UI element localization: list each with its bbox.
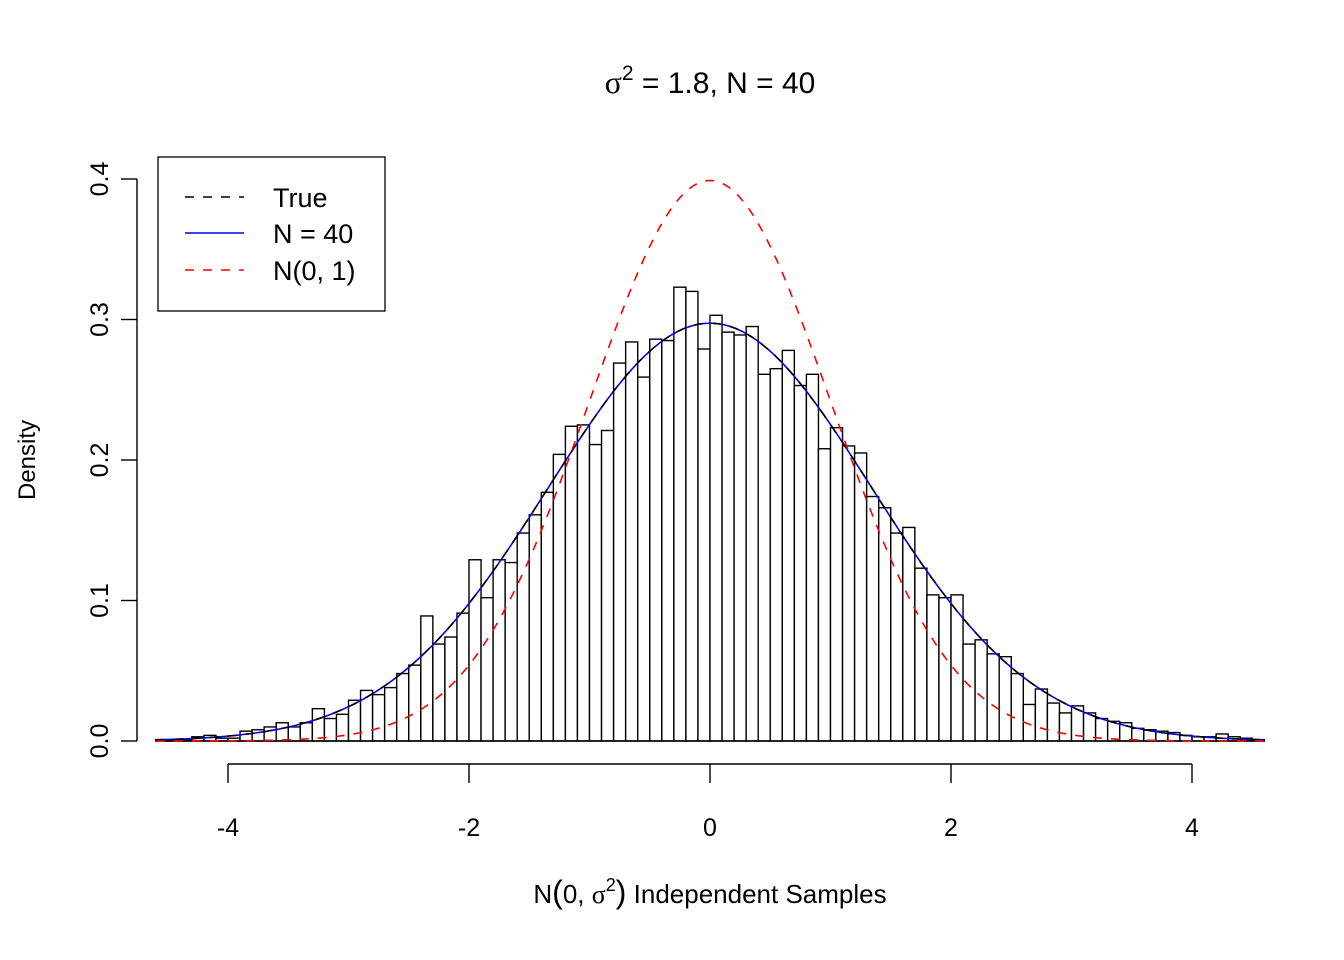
histogram-bar [962, 643, 976, 742]
density-curves [155, 179, 1265, 742]
histogram-bar [492, 559, 506, 742]
histogram-bar [841, 445, 856, 742]
histogram-bar [769, 367, 784, 742]
legend-label-n01: N(0, 1) [273, 256, 356, 286]
histogram-bar [974, 639, 988, 742]
histogram-bar [649, 338, 663, 742]
histogram-bar [721, 331, 735, 742]
histogram-bar [986, 653, 1000, 742]
y-tick-label: 0.1 [86, 583, 114, 618]
histogram-bar [793, 384, 808, 742]
histogram-bar [287, 726, 302, 742]
y-axis-label: Density [14, 420, 41, 500]
x-tick-label: 0 [703, 814, 717, 842]
x-tick-label: 2 [944, 814, 958, 842]
histogram-bar [829, 426, 844, 742]
histogram-bar [540, 491, 555, 742]
y-tick-label: 0.4 [86, 162, 114, 197]
histogram-bar [612, 362, 627, 742]
histogram-bar [685, 290, 699, 742]
histogram-bar [757, 373, 771, 742]
histogram-bar [709, 314, 723, 742]
histogram-bar [1034, 688, 1049, 742]
histogram-bar [624, 341, 639, 742]
x-axis-label: N(0, σ2) Independent Samples [533, 874, 886, 910]
legend-box [157, 156, 386, 312]
histogram-bar [661, 339, 675, 742]
histogram-bar [444, 636, 458, 742]
chart-title: σ2 = 1.8, N = 40 [605, 62, 816, 100]
legend-label-true: True [273, 183, 328, 213]
histogram-bar [383, 686, 398, 742]
histogram-bar [926, 594, 940, 742]
histogram-bar [745, 325, 759, 742]
histogram-bar [239, 730, 253, 742]
histogram-bar [396, 672, 410, 742]
curve-n-0-1 [155, 179, 1265, 742]
histogram-bar [914, 567, 928, 742]
legend: True N = 40 N(0, 1) [157, 156, 386, 312]
histogram-bar [456, 612, 470, 742]
histogram-bar [420, 615, 434, 742]
histogram-bar [504, 561, 518, 742]
histogram-bar [1058, 712, 1073, 742]
histogram-bar [408, 664, 422, 742]
histogram-bar [263, 726, 277, 742]
histogram-bar [805, 373, 820, 742]
title-sigma: σ [605, 64, 622, 100]
y-tick-label: 0.3 [86, 302, 114, 337]
histogram-bar [600, 429, 615, 742]
histogram-bar [733, 334, 747, 742]
curve-true [155, 322, 1265, 741]
histogram-bar [564, 425, 579, 742]
x-tick-label: -2 [458, 814, 480, 842]
histogram-bar [275, 722, 289, 742]
histogram-bar [865, 495, 880, 742]
histogram-bars [154, 286, 1266, 742]
histogram-bar [432, 643, 446, 742]
histogram-bar [637, 376, 651, 742]
histogram-bar [998, 656, 1012, 742]
title-superscript: 2 [622, 62, 634, 85]
histogram-bar [468, 559, 482, 742]
histogram-bar [878, 507, 892, 742]
histogram-bar [588, 443, 603, 742]
histogram-bar [697, 348, 711, 742]
histogram-bar [1046, 702, 1061, 742]
legend-label-n40: N = 40 [273, 219, 353, 249]
y-tick-label: 0.2 [86, 443, 114, 478]
histogram-bar [528, 514, 543, 742]
histogram-bar [673, 286, 687, 742]
histogram-bar [371, 693, 386, 742]
x-axis: -4 -2 0 2 4 [217, 763, 1199, 842]
histogram-bar [480, 596, 494, 742]
histogram-bar [576, 424, 591, 742]
title-rest: = 1.8, N = 40 [634, 67, 816, 100]
histogram-bar [781, 349, 796, 742]
y-axis: 0.0 0.1 0.2 0.3 0.4 [86, 162, 138, 759]
histogram-bar [311, 707, 326, 742]
histogram-bar [902, 526, 916, 742]
histogram-bar [938, 596, 952, 742]
y-tick-label: 0.0 [86, 724, 114, 759]
x-tick-label: -4 [217, 814, 239, 842]
x-tick-label: 4 [1185, 814, 1199, 842]
histogram-bar [817, 448, 832, 742]
histogram-bar [1010, 672, 1025, 742]
